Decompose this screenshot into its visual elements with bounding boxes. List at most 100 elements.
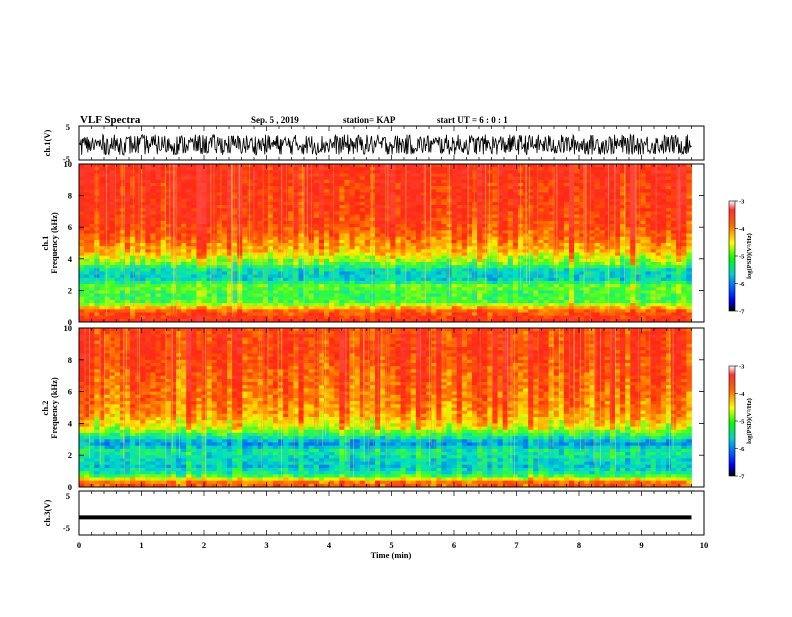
spectrogram-cell bbox=[364, 258, 371, 263]
spectrogram-cell bbox=[681, 211, 687, 215]
spectrogram-cell bbox=[543, 195, 549, 200]
spectrogram-cell bbox=[293, 189, 299, 193]
spectrogram-cell bbox=[339, 255, 345, 260]
spectrogram-cell bbox=[262, 274, 269, 279]
spectrogram-cell bbox=[502, 211, 509, 215]
spectrogram-cell bbox=[589, 173, 595, 178]
spectrogram-cell bbox=[645, 252, 652, 257]
spectrogram-cell bbox=[665, 211, 672, 215]
spectrogram-cell bbox=[201, 176, 207, 181]
spectrogram-cell bbox=[303, 189, 310, 193]
spectrogram-cell bbox=[410, 220, 417, 225]
spectrogram-cell bbox=[584, 277, 590, 282]
spectrogram-cell bbox=[625, 179, 631, 184]
spectrogram-cell bbox=[569, 274, 575, 279]
spectrogram-cell bbox=[318, 201, 325, 206]
spectrogram-cell bbox=[528, 201, 534, 206]
spectrogram-cell bbox=[431, 211, 437, 215]
spectrogram-cell bbox=[298, 176, 304, 181]
spectrogram-cell bbox=[563, 211, 570, 215]
spectrogram-cell bbox=[487, 255, 493, 260]
spectrogram-cell bbox=[334, 290, 340, 294]
spectrogram-cell bbox=[609, 280, 616, 285]
spectrogram-cell bbox=[390, 205, 396, 209]
spectrogram-cell bbox=[625, 268, 631, 272]
spectrogram-cell bbox=[410, 265, 417, 269]
spectrogram-cell bbox=[252, 271, 259, 275]
spectrogram-cell bbox=[227, 274, 233, 279]
spectrogram-cell bbox=[181, 287, 187, 291]
spectrogram-cell bbox=[140, 255, 146, 260]
spectrogram-cell bbox=[155, 164, 162, 168]
spectrogram-cell bbox=[79, 189, 85, 193]
spectrogram-cell bbox=[160, 239, 167, 244]
spectrogram-cell bbox=[466, 246, 473, 250]
spectrogram-cell bbox=[191, 258, 197, 263]
spectrogram-cell bbox=[563, 252, 570, 257]
spectrogram-cell bbox=[665, 227, 672, 231]
spectrogram-cell bbox=[655, 255, 662, 260]
spectrogram-cell bbox=[630, 265, 636, 269]
spectrogram-cell bbox=[466, 211, 473, 215]
spectrogram-cell bbox=[364, 195, 371, 200]
spectrogram-cell bbox=[140, 249, 146, 253]
spectrogram-cell bbox=[650, 214, 657, 219]
spectrogram-cell bbox=[650, 167, 657, 171]
spectrogram-cell bbox=[175, 239, 182, 244]
spectrogram-cell bbox=[681, 220, 687, 225]
spectrogram-cell bbox=[94, 265, 100, 269]
spectrogram-cell bbox=[579, 252, 585, 257]
spectrogram-cell bbox=[339, 176, 345, 181]
spectrogram-cell bbox=[150, 261, 156, 266]
spectrogram-cell bbox=[420, 239, 427, 244]
spectrogram-cell bbox=[420, 173, 427, 178]
spectrogram-cell bbox=[247, 255, 253, 260]
spectrogram-cell bbox=[410, 246, 417, 250]
spectrogram-cell bbox=[543, 220, 549, 225]
spectrogram-cell bbox=[415, 224, 422, 228]
spectrogram-cell bbox=[420, 243, 427, 247]
spectrogram-cell bbox=[410, 277, 417, 282]
spectrogram-cell bbox=[395, 249, 401, 253]
spectrogram-cell bbox=[614, 265, 621, 269]
spectrogram-cell bbox=[671, 220, 677, 225]
spectrogram-cell bbox=[553, 233, 560, 238]
spectrogram-cell bbox=[344, 233, 350, 238]
spectrogram-cell bbox=[681, 189, 687, 193]
spectrogram-cell bbox=[548, 277, 555, 282]
spectrogram-cell bbox=[272, 236, 279, 241]
spectrogram-cell bbox=[155, 192, 162, 196]
spectrogram-cell bbox=[431, 186, 437, 190]
spectrogram-cell bbox=[538, 224, 544, 228]
spectrogram-cell bbox=[278, 164, 284, 168]
spectrogram-cell bbox=[660, 233, 667, 238]
spectrogram-cell bbox=[390, 252, 396, 257]
spectrogram-cell bbox=[650, 239, 657, 244]
spectrogram-cell bbox=[579, 239, 585, 244]
spectrogram-cell bbox=[492, 205, 498, 209]
spectrogram-cell bbox=[124, 220, 131, 225]
spectrogram-cell bbox=[247, 230, 253, 234]
spectrogram-cell bbox=[660, 164, 667, 168]
spectrogram-cell bbox=[155, 274, 162, 279]
spectrogram-cell bbox=[89, 179, 95, 184]
spectrogram-cell bbox=[211, 265, 218, 269]
spectrogram-cell bbox=[579, 236, 585, 241]
spectrogram-cell bbox=[390, 164, 396, 168]
spectrogram-cell bbox=[109, 268, 116, 272]
spectrogram-cell bbox=[426, 243, 432, 247]
spectrogram-cell bbox=[211, 195, 218, 200]
spectrogram-cell bbox=[303, 211, 310, 215]
spectrogram-cell bbox=[681, 261, 687, 266]
spectrogram-cell bbox=[221, 239, 228, 244]
spectrogram-cell bbox=[589, 255, 595, 260]
spectrogram-cell bbox=[344, 227, 350, 231]
spectrogram-cell bbox=[420, 280, 427, 285]
spectrogram-cell bbox=[227, 205, 233, 209]
spectrogram-cell bbox=[671, 287, 677, 291]
spectrogram-cell bbox=[410, 287, 417, 291]
spectrogram-cell bbox=[502, 284, 509, 288]
spectrogram-cell bbox=[472, 268, 478, 272]
spectrogram-cell bbox=[375, 271, 381, 275]
spectrogram-cell bbox=[262, 186, 269, 190]
